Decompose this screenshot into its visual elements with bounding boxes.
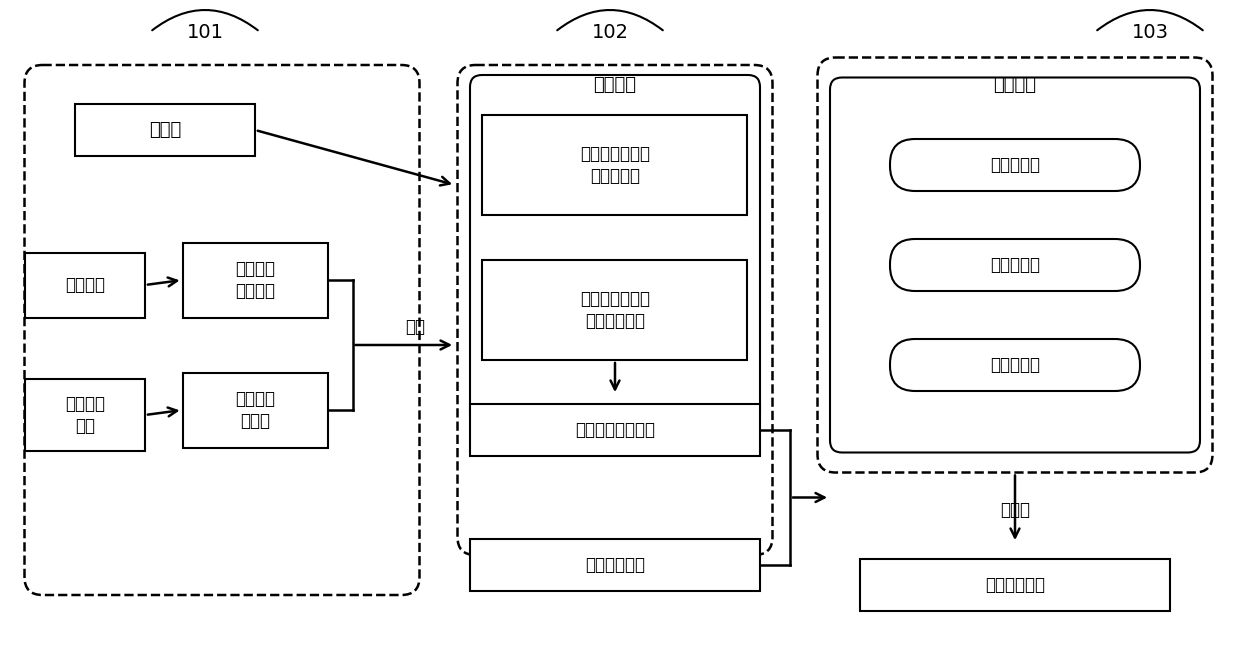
Bar [470, 539, 760, 591]
FancyBboxPatch shape [470, 75, 760, 425]
Text: 重排序: 重排序 [999, 501, 1030, 519]
FancyBboxPatch shape [890, 239, 1140, 291]
Text: 检索模型: 检索模型 [594, 76, 636, 94]
Text: 知识库: 知识库 [149, 121, 181, 139]
Bar [482, 260, 748, 360]
Bar [470, 404, 760, 456]
Bar [182, 373, 327, 448]
Text: 关键词搜索得到
的多轮对话: 关键词搜索得到 的多轮对话 [580, 145, 650, 185]
Bar [182, 242, 327, 317]
Text: 当前多轮对话: 当前多轮对话 [585, 556, 645, 574]
Text: 101: 101 [186, 23, 223, 41]
FancyBboxPatch shape [830, 78, 1200, 452]
Text: 最终回复语句: 最终回复语句 [985, 576, 1045, 594]
Bar [482, 115, 748, 215]
Bar [74, 104, 255, 156]
Text: 第一相似度: 第一相似度 [990, 156, 1040, 174]
FancyBboxPatch shape [458, 65, 773, 555]
FancyBboxPatch shape [817, 57, 1213, 472]
FancyBboxPatch shape [890, 339, 1140, 391]
Text: 回复选择: 回复选择 [993, 76, 1037, 94]
Text: 候选多轮对话集合: 候选多轮对话集合 [575, 421, 655, 439]
Text: 检索: 检索 [405, 318, 425, 336]
Text: 当前多轮
对话: 当前多轮 对话 [64, 395, 105, 435]
Bar [25, 253, 145, 317]
Text: 当前输入
作为问题: 当前输入 作为问题 [236, 260, 275, 300]
Text: 102: 102 [591, 23, 629, 41]
Bar [25, 379, 145, 451]
Bar [861, 559, 1171, 611]
Text: 第三相似度: 第三相似度 [990, 356, 1040, 374]
Text: 当前输入: 当前输入 [64, 276, 105, 294]
Text: 103: 103 [1131, 23, 1168, 41]
Text: 多轮对话
关键词: 多轮对话 关键词 [236, 390, 275, 430]
Text: 当前输入搜索得
到的多轮对话: 当前输入搜索得 到的多轮对话 [580, 290, 650, 330]
FancyBboxPatch shape [890, 139, 1140, 191]
Text: 第二相似度: 第二相似度 [990, 256, 1040, 274]
FancyBboxPatch shape [25, 65, 419, 595]
